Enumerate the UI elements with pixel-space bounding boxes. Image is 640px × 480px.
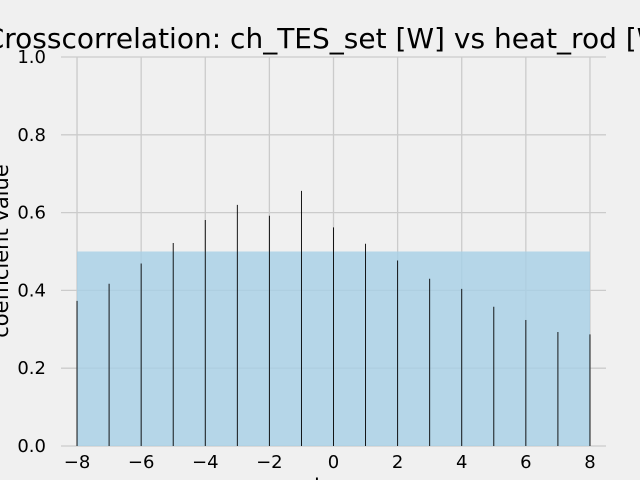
x-tick-label: 2 — [392, 452, 403, 473]
x-tick-label: −8 — [64, 452, 91, 473]
x-tick-label: 0 — [328, 452, 339, 473]
x-tick-label: 8 — [584, 452, 595, 473]
bars-layer — [76, 190, 591, 446]
y-tick-label: 1.0 — [17, 47, 46, 68]
x-axis-label: lag — [314, 475, 346, 480]
x-tick-label: −6 — [128, 452, 155, 473]
x-tick-label: −2 — [256, 452, 283, 473]
y-tick-label: 0.2 — [17, 358, 46, 379]
y-tick-label: 0.0 — [17, 436, 46, 457]
y-tick-label: 0.4 — [17, 280, 46, 301]
y-tick-labels: 0.0 0.2 0.4 0.6 0.8 1.0 — [17, 47, 46, 457]
y-axis-label: coefficient value — [0, 164, 13, 338]
y-tick-label: 0.6 — [17, 203, 46, 224]
x-tick-label: 6 — [520, 452, 531, 473]
chart-title: Crosscorrelation: ch_TES_set [W] vs heat… — [0, 22, 640, 55]
x-tick-labels: −8 −6 −4 −2 0 2 4 6 8 — [64, 452, 596, 473]
x-tick-label: −4 — [192, 452, 219, 473]
y-tick-label: 0.8 — [17, 125, 46, 146]
x-tick-label: 4 — [456, 452, 467, 473]
